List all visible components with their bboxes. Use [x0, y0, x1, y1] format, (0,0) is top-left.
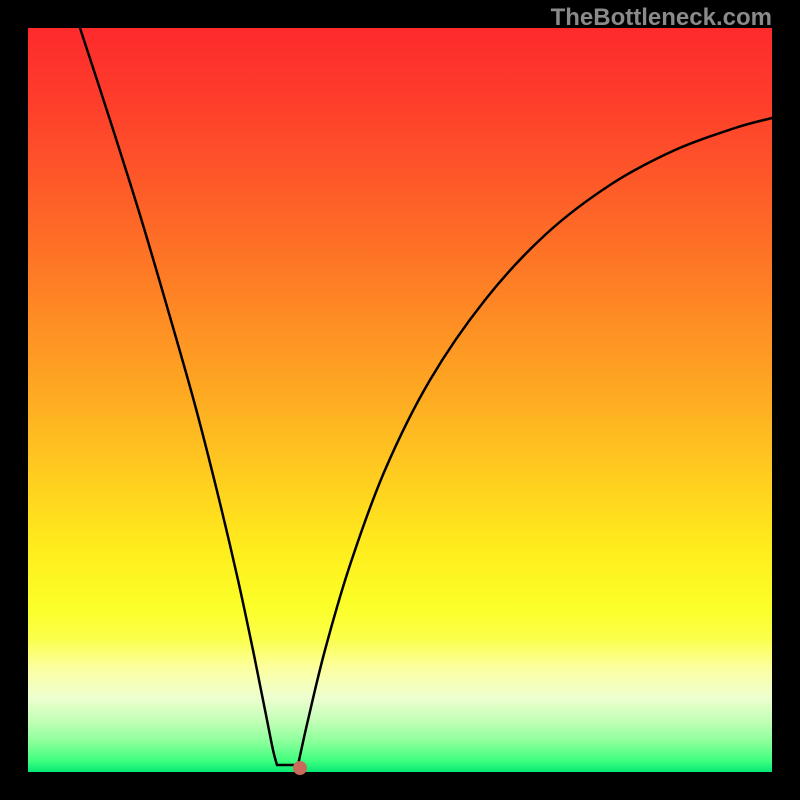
bottleneck-chart: [0, 0, 800, 800]
optimum-marker: [293, 761, 307, 775]
gradient-background: [28, 28, 772, 772]
watermark-text: TheBottleneck.com: [551, 4, 772, 32]
